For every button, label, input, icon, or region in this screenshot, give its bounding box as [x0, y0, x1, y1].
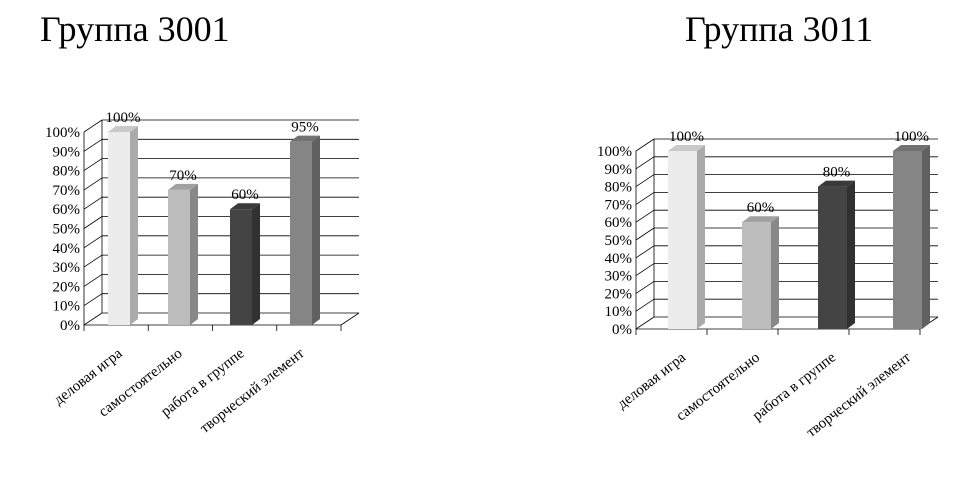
gridline-side	[83, 293, 103, 307]
bar-top-face	[230, 203, 260, 210]
gridline-side	[635, 281, 655, 294]
y-tick-label: 20%	[605, 286, 633, 302]
gridline-side	[635, 174, 655, 187]
gridline-side	[635, 245, 655, 259]
bar-top-face	[742, 216, 779, 223]
gridline-side	[635, 227, 655, 241]
bar-top-face	[893, 145, 930, 151]
gridline-side	[635, 298, 655, 312]
bar-3	[818, 180, 855, 329]
y-tick-label: 60%	[605, 215, 633, 231]
gridline-side	[83, 216, 103, 229]
y-tick-label: 0%	[612, 322, 632, 338]
gridline-side	[635, 209, 655, 223]
bar-top-face	[668, 145, 705, 151]
bar-side-face	[922, 145, 930, 329]
y-tick-label: 30%	[605, 269, 633, 285]
gridline-side	[83, 138, 103, 152]
gridline-side	[83, 177, 103, 191]
bar-front-face	[818, 186, 847, 329]
bar-side-face	[697, 145, 705, 329]
bar-top-face	[818, 180, 855, 187]
y-tick-label: 60%	[53, 202, 81, 218]
bar-1	[668, 145, 705, 329]
bar-chart-3001: 0%10%20%30%40%50%60%70%80%90%100%100%дел…	[45, 110, 360, 437]
data-label: 70%	[169, 168, 197, 184]
bar-front-face	[108, 132, 130, 325]
bar-front-face	[668, 151, 697, 329]
data-label: 60%	[747, 200, 775, 216]
y-tick-label: 40%	[605, 251, 633, 267]
data-label: 95%	[291, 120, 319, 136]
bar-4	[290, 135, 320, 325]
gridline-side	[83, 274, 103, 287]
bar-side-face	[190, 183, 198, 325]
chart-panel-3001: Группа 3001 0% 10% 20% 30% 40% 50% 60% 70% 80% 90…	[40, 9, 360, 437]
y-tick-label: 100%	[45, 125, 80, 141]
y-tick-label: 80%	[605, 180, 633, 196]
data-label: 100%	[894, 129, 929, 145]
bar-front-face	[168, 189, 190, 325]
data-label: 80%	[823, 165, 851, 181]
bar-3	[230, 203, 260, 325]
bar-front-face	[230, 209, 252, 325]
chart-plot-area: 0%10%20%30%40%50%60%70%80%90%100%100%дел…	[45, 110, 360, 437]
y-tick-label: 30%	[53, 260, 81, 276]
bar-2	[742, 216, 779, 329]
y-tick-label: 10%	[605, 304, 633, 320]
y-tick-label: 70%	[605, 197, 633, 213]
chart-panel-3011: Группа 3011 0% 10% 20% 30% 40% 50% 60% 70% 80% 90…	[477, 0, 954, 502]
chart-plot-area: 0%10%20%30%40%50%60%70%80%90%100%100%дел…	[597, 129, 939, 441]
chart-title: Группа 3001	[40, 9, 230, 49]
bar-side-face	[252, 203, 260, 325]
gridline-side	[635, 138, 655, 152]
bar-1	[108, 126, 138, 325]
gridline-side	[635, 316, 655, 330]
y-tick-label: 0%	[60, 318, 80, 334]
bar-top-face	[168, 183, 198, 190]
y-tick-label: 40%	[53, 241, 81, 257]
x-category-label: деловая игра	[615, 349, 690, 412]
data-label: 60%	[231, 187, 259, 203]
y-tick-label: 50%	[605, 233, 633, 249]
y-tick-label: 70%	[53, 183, 81, 199]
bar-front-face	[742, 222, 771, 329]
gridline-side	[635, 156, 655, 170]
y-tick-label: 90%	[605, 162, 633, 178]
gridline-side	[83, 312, 103, 326]
bar-top-face	[108, 126, 138, 132]
gridline-side	[83, 254, 103, 268]
y-tick-label: 50%	[53, 222, 81, 238]
x-category-label: творческий элемент	[197, 345, 308, 436]
gridline-side	[635, 263, 655, 276]
gridline-side	[83, 119, 103, 133]
y-tick-label: 80%	[53, 164, 81, 180]
bar-2	[168, 183, 198, 325]
chart-title: Группа 3011	[685, 9, 874, 49]
bar-side-face	[312, 135, 320, 325]
data-label: 100%	[106, 110, 141, 126]
gridline-side	[83, 158, 103, 171]
gridline-side	[83, 235, 103, 249]
gridline-side	[635, 192, 655, 205]
bar-front-face	[290, 141, 312, 325]
y-tick-label: 90%	[53, 144, 81, 160]
floor-side-edge	[340, 312, 360, 326]
gridline-side	[83, 196, 103, 210]
data-label: 100%	[669, 129, 704, 145]
bar-chart-3011: 0%10%20%30%40%50%60%70%80%90%100%100%дел…	[597, 129, 939, 441]
bar-4	[893, 145, 930, 329]
bar-front-face	[893, 151, 922, 329]
bar-side-face	[771, 216, 779, 329]
y-tick-label: 20%	[53, 279, 81, 295]
y-tick-label: 100%	[597, 144, 632, 160]
bar-side-face	[130, 126, 138, 325]
y-tick-label: 10%	[53, 299, 81, 315]
bar-side-face	[847, 180, 855, 329]
bar-top-face	[290, 135, 320, 142]
